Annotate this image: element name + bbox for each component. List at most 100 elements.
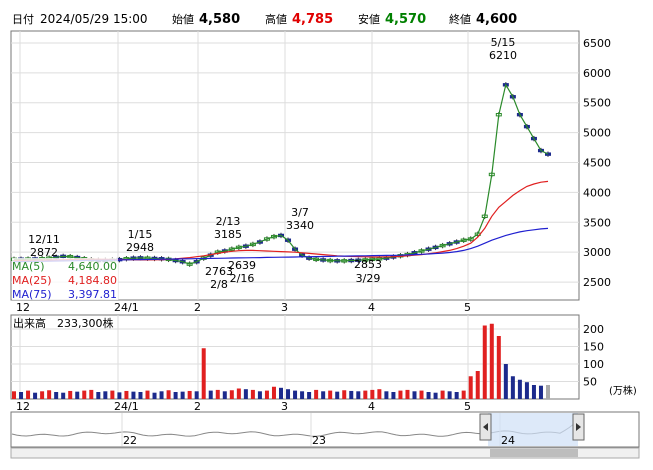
volume-bar — [201, 348, 206, 399]
volume-bar — [145, 390, 150, 399]
volume-bar — [229, 390, 234, 399]
volume-bar — [264, 390, 269, 399]
date-label: 日付 — [12, 13, 34, 26]
price-x-tick-label: 24/1 — [114, 301, 139, 314]
volume-tick-label: 150 — [583, 341, 604, 354]
annotation-line1: 1/15 — [128, 228, 153, 241]
volume-bar — [342, 390, 347, 399]
volume-bar — [433, 392, 438, 399]
volume-bar — [510, 376, 515, 399]
volume-bar — [377, 389, 382, 399]
volume-bar — [475, 371, 480, 399]
annotation-line1: 2639 — [228, 259, 256, 272]
volume-bar — [286, 389, 291, 399]
annotation-line2: 2/16 — [230, 272, 255, 285]
volume-bar — [243, 389, 248, 399]
navigator-selection[interactable] — [488, 413, 578, 446]
volume-bar — [236, 388, 241, 399]
volume-bar — [468, 376, 473, 399]
volume-bar — [47, 390, 52, 399]
volume-bar — [454, 392, 459, 399]
price-y-axis: 2500 3000 3500 4000 4500 5000 5500 6000 6500 — [583, 37, 611, 289]
close-value: 4,600 — [476, 12, 517, 27]
volume-bar — [524, 382, 529, 399]
volume-bar — [279, 387, 283, 399]
ma-legend: MA(5) 4,640.00 MA(25) 4,184.80 MA(75) 3,… — [12, 258, 118, 301]
volume-bar — [370, 389, 375, 399]
price-header: 日付 2024/05/29 15:00 始値 4,580 高値 4,785 安値… — [12, 12, 517, 27]
annotation-line1: 2763 — [205, 265, 233, 278]
volume-bar — [482, 325, 487, 399]
open-label: 始値 — [172, 12, 194, 26]
volume-bar — [138, 392, 143, 399]
chevron-left-icon — [483, 423, 488, 431]
volume-bar — [54, 392, 59, 399]
volume-bar — [531, 385, 536, 399]
price-x-tick-label: 3 — [281, 301, 288, 314]
volume-bar — [405, 389, 410, 399]
navigator-right-handle[interactable] — [572, 413, 585, 441]
price-tick-label: 2500 — [583, 276, 611, 289]
volume-bar — [152, 392, 157, 399]
ma5-label: MA(5) — [12, 260, 45, 273]
ma25-label: MA(25) — [12, 274, 52, 287]
volume-bars — [12, 323, 550, 399]
scrollbar-thumb[interactable] — [490, 449, 578, 457]
price-tick-label: 4500 — [583, 157, 611, 170]
volume-bar — [314, 389, 319, 399]
annotation-line2: 3340 — [286, 219, 314, 232]
volume-bar — [335, 391, 340, 399]
navigator-year-label: 24 — [501, 434, 515, 447]
price-tick-label: 4000 — [583, 186, 611, 199]
volume-bar — [12, 391, 16, 399]
price-x-tick-label: 12 — [16, 301, 30, 314]
volume-bar — [187, 390, 192, 399]
volume-x-tick-label: 24/1 — [114, 400, 139, 413]
navigator-left-handle[interactable] — [479, 413, 492, 441]
annotation-line1: 2/13 — [216, 215, 241, 228]
volume-bar — [257, 391, 262, 399]
volume-bar — [194, 391, 199, 399]
volume-x-tick-label: 3 — [281, 400, 288, 413]
volume-bar — [159, 391, 164, 399]
price-tick-label: 6500 — [583, 37, 611, 50]
volume-bar — [75, 391, 80, 399]
price-x-tick-label: 4 — [368, 301, 375, 314]
volume-bar — [250, 389, 255, 399]
volume-bar — [208, 390, 213, 399]
annotation-line2: 6210 — [489, 49, 517, 62]
volume-bar — [131, 391, 136, 399]
volume-bar — [222, 391, 227, 399]
volume-x-tick-label: 4 — [368, 400, 375, 413]
price-tick-label: 5000 — [583, 127, 611, 140]
volume-value: 233,300株 — [57, 316, 114, 330]
annotation-line1: 12/11 — [28, 233, 60, 246]
navigator-scrollbar[interactable] — [10, 447, 640, 459]
volume-bar — [33, 392, 38, 399]
volume-x-axis: 12 24/1 2 3 4 5 — [16, 400, 471, 413]
volume-bar — [166, 390, 171, 399]
volume-bar — [300, 391, 305, 399]
volume-tick-label: 200 — [583, 323, 604, 336]
price-tick-label: 6000 — [583, 67, 611, 80]
volume-x-tick-label: 12 — [16, 400, 30, 413]
annotation-line1: 2853 — [354, 258, 382, 271]
volume-bar — [384, 391, 389, 399]
volume-bar — [356, 391, 361, 399]
volume-bar — [546, 385, 550, 399]
volume-bar — [180, 391, 185, 399]
volume-tick-label: 50 — [583, 376, 597, 389]
volume-unit: (万株) — [609, 384, 637, 397]
annotation-line2: 2/8 — [210, 278, 228, 291]
date-value: 2024/05/29 15:00 — [40, 12, 148, 26]
low-value: 4,570 — [385, 12, 426, 27]
volume-bar — [496, 336, 501, 399]
navigator-year-label: 22 — [123, 434, 137, 447]
volume-bar — [328, 390, 333, 399]
high-label: 高値 — [265, 12, 287, 26]
price-panel — [10, 30, 580, 301]
volume-label: 出来高 — [13, 316, 46, 330]
volume-bar — [89, 389, 94, 399]
